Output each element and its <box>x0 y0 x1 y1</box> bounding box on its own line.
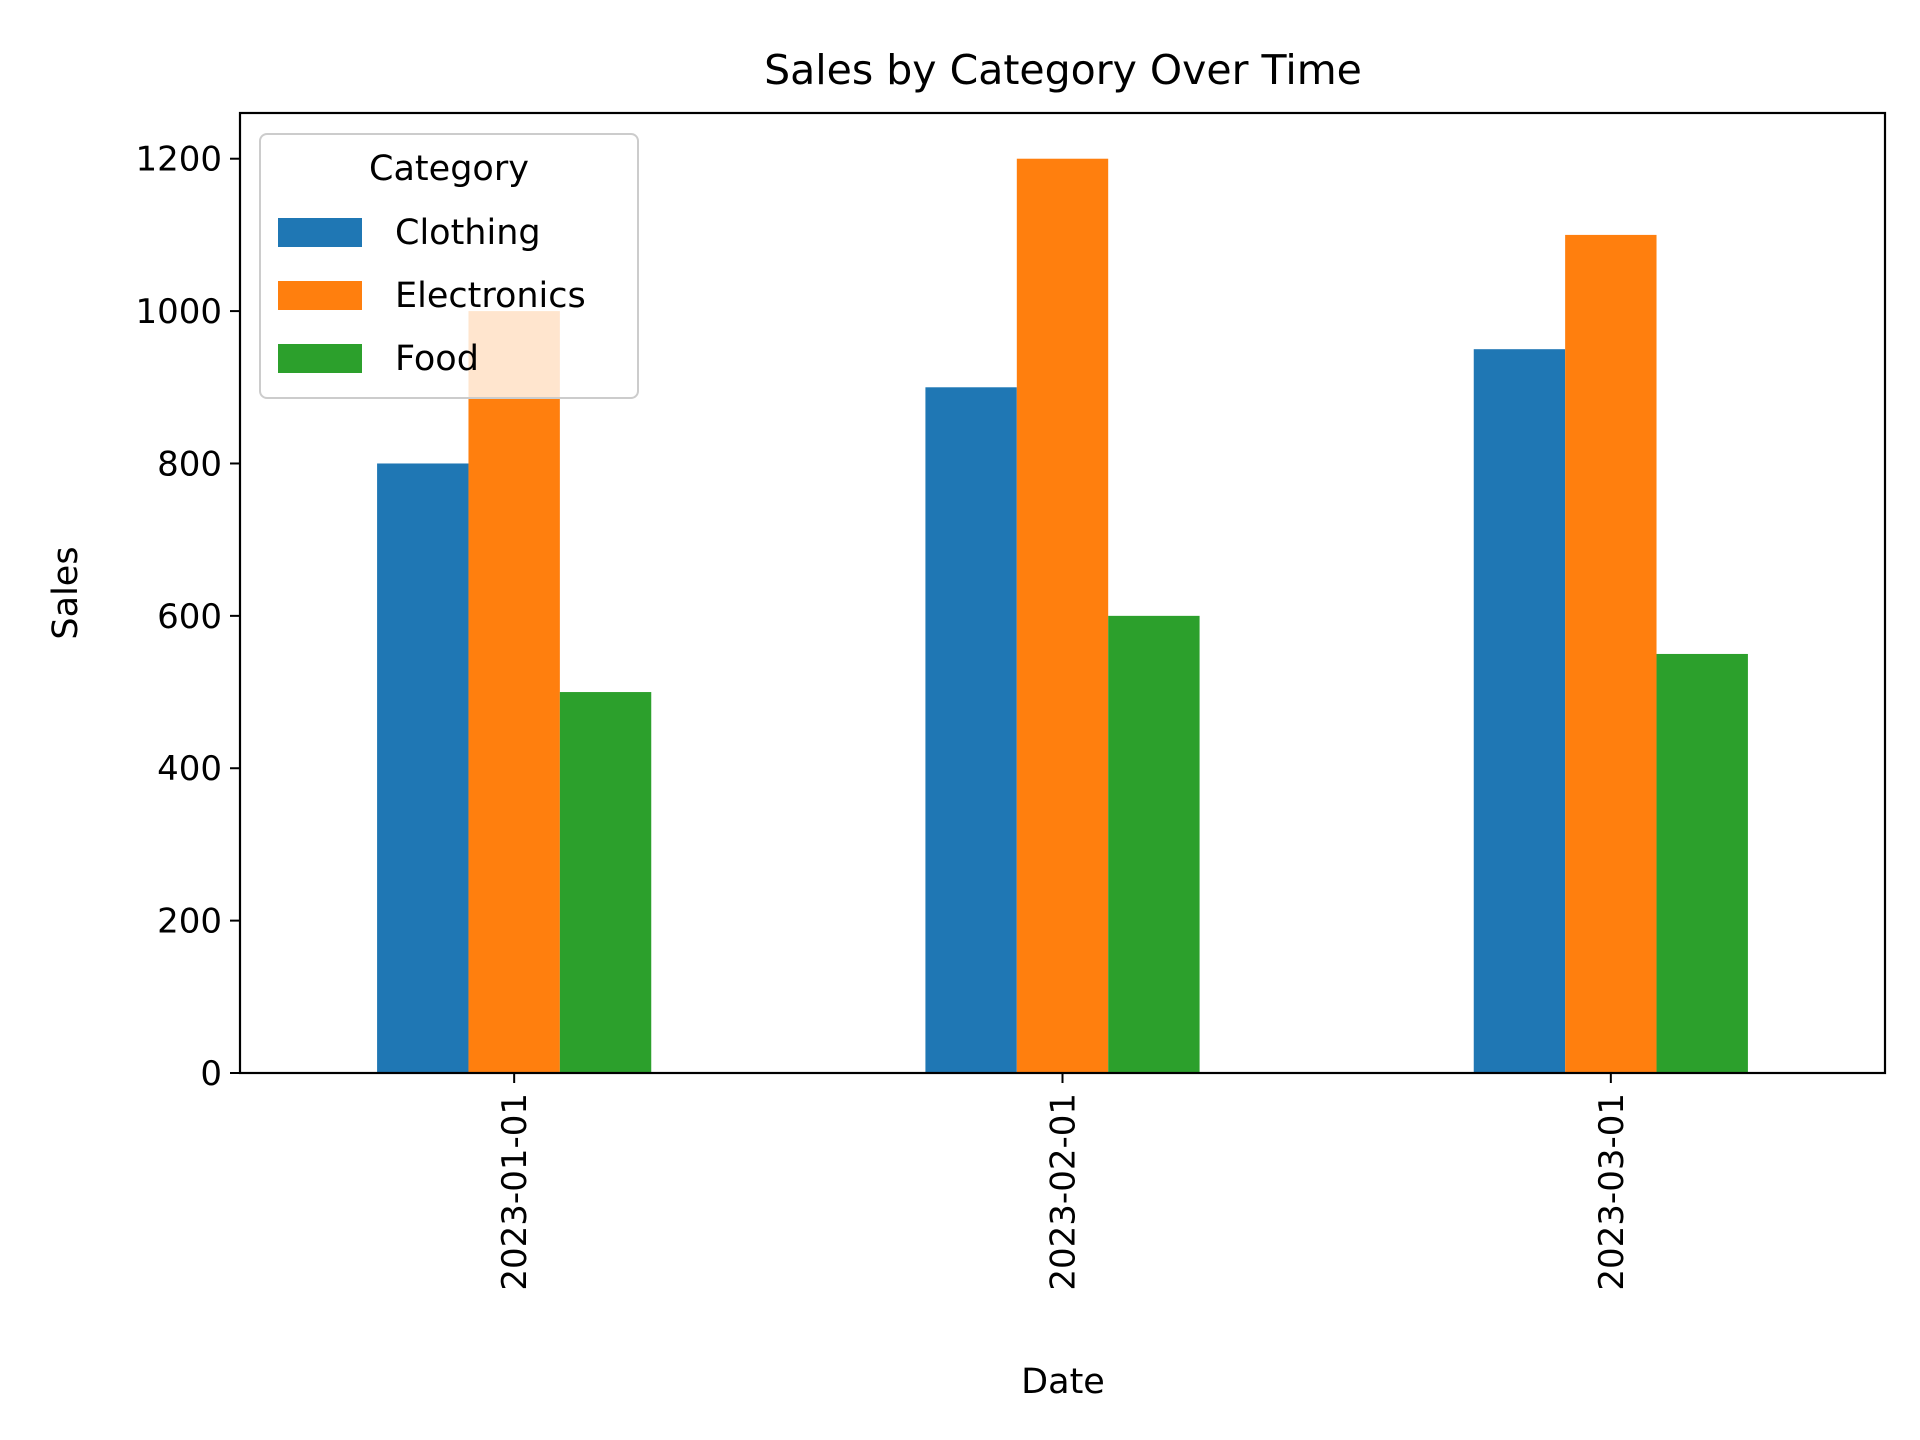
bar-food-2023-02-01 <box>1108 615 1200 1073</box>
bar-clothing-2023-01-01 <box>377 463 469 1073</box>
bars <box>377 158 1748 1074</box>
y-tick-label: 200 <box>157 902 222 942</box>
y-tick-label: 400 <box>157 749 222 789</box>
legend-swatch-food <box>278 344 362 373</box>
bar-food-2023-03-01 <box>1656 653 1748 1073</box>
y-axis-ticks: 0 200 400 600 800 1000 1200 <box>135 140 240 1094</box>
y-tick-label: 1000 <box>135 292 222 332</box>
legend-swatch-electronics <box>278 281 362 310</box>
legend-label-electronics: Electronics <box>395 276 586 316</box>
bar-clothing-2023-02-01 <box>925 387 1017 1073</box>
x-tick-label: 2023-02-01 <box>1044 1093 1084 1291</box>
legend-label-food: Food <box>395 339 479 379</box>
legend: Category Clothing Electronics Food <box>259 133 639 399</box>
x-axis-label: Date <box>1021 1362 1105 1402</box>
legend-label-clothing: Clothing <box>395 213 541 253</box>
bar-electronics-2023-01-01 <box>468 311 560 1074</box>
legend-items: Clothing Electronics Food <box>278 213 586 379</box>
x-tick-label: 2023-03-01 <box>1592 1093 1632 1291</box>
x-tick-label: 2023-01-01 <box>495 1093 535 1291</box>
y-tick-label: 600 <box>157 597 222 637</box>
bar-electronics-2023-02-01 <box>1016 158 1109 1073</box>
legend-title: Category <box>369 149 529 189</box>
y-axis-label: Sales <box>46 546 86 639</box>
y-tick-label: 1200 <box>135 140 222 180</box>
legend-box <box>259 133 639 399</box>
bar-food-2023-01-01 <box>559 692 652 1073</box>
x-axis-ticks: 2023-01-01 2023-02-01 2023-03-01 <box>495 1073 1632 1291</box>
bar-electronics-2023-03-01 <box>1565 234 1657 1073</box>
legend-swatch-clothing <box>278 218 362 247</box>
y-tick-label: 0 <box>200 1054 222 1094</box>
plot-frame <box>238 111 1887 1075</box>
y-tick-label: 800 <box>157 444 222 484</box>
bar-clothing-2023-03-01 <box>1473 349 1566 1073</box>
chart-title: Sales by Category Over Time <box>764 46 1362 94</box>
